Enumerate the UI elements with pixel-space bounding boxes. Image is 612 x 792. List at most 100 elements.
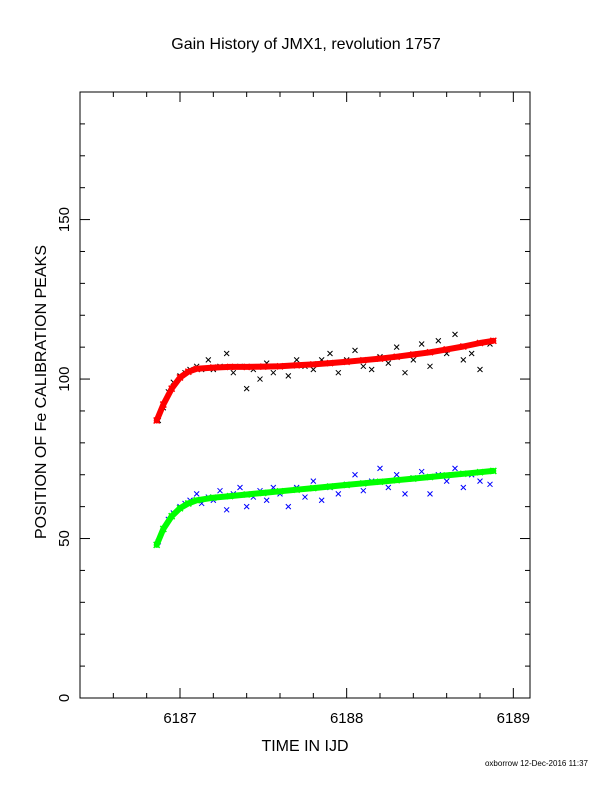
upper-measured-peaks-point xyxy=(477,366,483,373)
lower-measured-peaks-point xyxy=(352,471,358,478)
lower-fit-marker xyxy=(376,478,384,486)
upper-fit-marker xyxy=(184,368,192,376)
upper-fit-marker xyxy=(168,385,176,393)
lower-fit-marker xyxy=(443,471,451,479)
lower-measured-peaks-point xyxy=(360,487,367,494)
upper-fit-marker xyxy=(159,401,167,409)
upper-measured-peaks-point xyxy=(205,357,212,363)
lower-measured-peaks-point xyxy=(443,478,450,484)
lower-fit-marker xyxy=(476,468,484,476)
lower-measured-peaks-point xyxy=(310,478,317,484)
y-tick-label: 150 xyxy=(56,207,73,232)
upper-measured-peaks-point xyxy=(410,357,417,363)
lower-measured-peaks-point xyxy=(263,497,270,504)
lower-fit-marker xyxy=(293,486,301,494)
y-tick-label: 0 xyxy=(56,694,73,702)
lower-fit-marker xyxy=(176,504,184,512)
x-tick-label: 6188 xyxy=(330,710,363,727)
lower-measured-peaks-point xyxy=(487,481,493,488)
footer-credit: oxborrow 12-Dec-2016 11:37 xyxy=(484,759,588,768)
upper-measured-peaks-point xyxy=(393,344,400,351)
upper-fit-marker xyxy=(243,363,251,371)
y-tick-label: 50 xyxy=(56,530,73,547)
upper-measured-peaks-point xyxy=(293,357,300,363)
upper-fit-marker xyxy=(443,345,451,353)
lower-measured-peaks-point xyxy=(393,471,400,478)
upper-fit-marker xyxy=(153,416,161,425)
lower-fit-marker xyxy=(359,479,367,487)
lower-measured-peaks-point xyxy=(477,478,483,484)
upper-measured-peaks-point xyxy=(385,360,392,366)
lower-measured-peaks-point xyxy=(223,506,230,513)
lower-fit-marker xyxy=(343,481,351,489)
upper-measured-peaks-point xyxy=(418,341,425,347)
lower-measured-peaks-point xyxy=(460,484,467,491)
lower-measured-peaks-point xyxy=(335,491,342,497)
lower-fit-marker xyxy=(326,483,334,491)
upper-fit-line xyxy=(153,337,497,424)
lower-measured-peaks-point xyxy=(402,491,408,497)
upper-measured-peaks-point xyxy=(243,385,250,392)
lower-measured-peaks-point xyxy=(427,491,433,497)
lower-fit-marker xyxy=(489,467,497,475)
axis-ticks xyxy=(79,91,530,699)
lower-measured-peaks-point xyxy=(217,487,223,494)
upper-fit-marker xyxy=(359,356,367,364)
lower-fit-marker xyxy=(193,496,201,504)
upper-fit-marker xyxy=(489,337,497,345)
upper-measured-peaks-point xyxy=(310,366,317,373)
upper-fit-marker xyxy=(226,363,234,371)
upper-fit-marker xyxy=(293,361,301,369)
upper-measured-peaks-point xyxy=(230,369,237,376)
upper-measured-peaks-point xyxy=(460,357,467,363)
lower-fit-marker xyxy=(226,492,234,500)
lower-fit-marker xyxy=(409,475,417,483)
lower-measured-peaks-point xyxy=(285,503,292,510)
lower-fit-marker xyxy=(459,470,467,478)
lower-measured-peaks-point xyxy=(302,494,308,500)
lower-fit-marker xyxy=(168,512,176,520)
lower-fit-marker xyxy=(153,541,161,549)
upper-fit-marker xyxy=(276,362,284,370)
upper-measured-peaks-point xyxy=(327,350,333,357)
upper-fit-marker xyxy=(343,358,351,366)
upper-fit-marker xyxy=(176,373,184,381)
upper-measured-peaks-point xyxy=(335,369,342,376)
upper-measured-peaks-point xyxy=(270,369,277,376)
lower-fit-line xyxy=(153,467,497,548)
lower-measured-peaks-point xyxy=(385,484,392,491)
upper-measured-peaks-point xyxy=(468,350,475,357)
lower-fit-marker xyxy=(184,499,192,507)
lower-fit-marker xyxy=(259,489,267,497)
upper-fit-marker xyxy=(209,364,217,372)
upper-measured-peaks-point xyxy=(452,331,458,338)
upper-fit-marker xyxy=(193,365,201,373)
lower-fit-marker xyxy=(276,487,284,495)
upper-measured-peaks-point xyxy=(427,363,433,370)
upper-measured-peaks-point xyxy=(360,363,367,370)
lower-fit-marker xyxy=(393,476,401,484)
upper-measured-peaks-point xyxy=(285,373,292,379)
axis-tick-labels: 0 50 100 150 6187 6188 6189 xyxy=(56,207,530,727)
upper-fit-marker xyxy=(476,339,484,347)
lower-measured-peaks-point xyxy=(237,484,243,491)
upper-fit-marker xyxy=(393,353,401,361)
lower-measured-peaks-point xyxy=(243,503,250,510)
chart-title: Gain History of JMX1, revolution 1757 xyxy=(171,36,441,53)
lower-measured-peaks-point xyxy=(377,465,383,472)
x-tick-label: 6187 xyxy=(163,710,196,727)
upper-measured-peaks-point xyxy=(368,366,375,373)
upper-measured-peaks-point xyxy=(402,369,408,376)
lower-measured-peaks-point xyxy=(193,491,200,497)
upper-measured-peaks-point xyxy=(223,350,230,357)
y-tick-label: 100 xyxy=(56,367,73,392)
upper-fit-marker xyxy=(409,350,417,359)
lower-fit-marker xyxy=(209,494,217,502)
lower-measured-peaks-point xyxy=(418,468,425,475)
x-tick-label: 6189 xyxy=(497,710,530,727)
upper-measured-peaks-point xyxy=(257,376,263,382)
x-axis-label: TIME IN IJD xyxy=(261,738,349,755)
lower-fit-marker xyxy=(243,490,251,499)
lower-measured-peaks-point xyxy=(318,497,325,504)
